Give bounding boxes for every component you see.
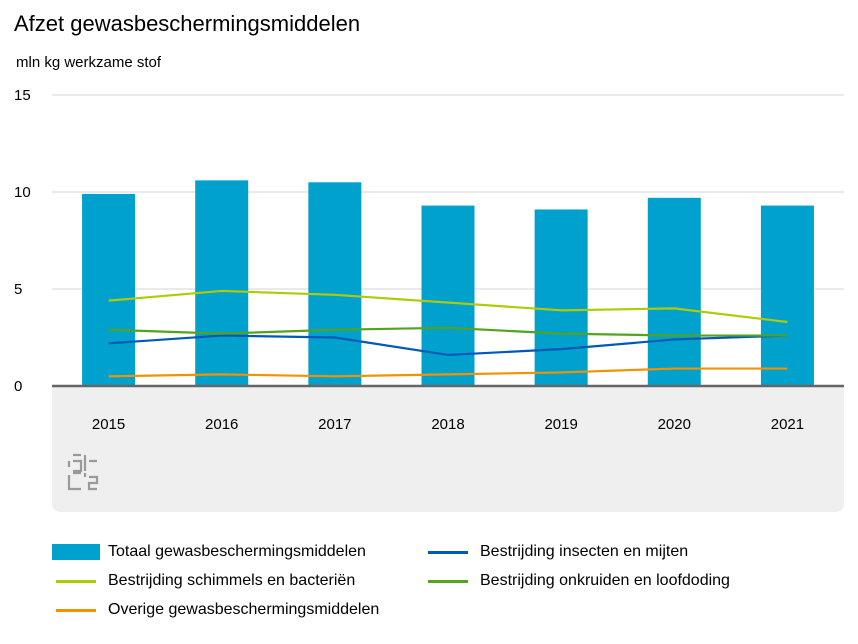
x-tick-label: 2018 — [431, 416, 464, 433]
x-axis-panel-top — [52, 387, 844, 399]
bar — [195, 180, 249, 386]
chart-title: Afzet gewasbeschermingsmiddelen — [14, 11, 361, 36]
x-tick-labels: 2015 2016 2017 2018 2019 2020 2021 — [92, 416, 804, 433]
x-tick-label: 2020 — [658, 416, 691, 433]
legend-swatch — [52, 544, 100, 560]
y-tick-label: 5 — [14, 281, 22, 298]
legend-label: Bestrijding onkruiden en loofdoding — [480, 572, 730, 589]
bar — [647, 197, 701, 386]
line-series-path — [108, 334, 788, 357]
y-tick-labels: 0 5 10 15 — [14, 87, 31, 395]
legend-swatch — [428, 579, 468, 583]
legend-item: Bestrijding schimmels en bacteriën — [52, 572, 355, 590]
legend-swatch — [428, 550, 468, 554]
legend-label: Bestrijding schimmels en bacteriën — [108, 572, 356, 589]
bar — [534, 209, 588, 386]
bar — [82, 193, 136, 386]
line-series — [108, 289, 788, 378]
x-axis-panel — [52, 387, 844, 512]
y-tick-label: 15 — [14, 87, 31, 104]
bar — [421, 205, 475, 386]
x-tick-label: 2016 — [205, 416, 238, 433]
cbs-logo — [67, 453, 99, 491]
x-tick-label: 2015 — [92, 416, 125, 433]
legend-label: Totaal gewasbeschermingsmiddelen — [108, 543, 366, 560]
line-series-path — [108, 289, 788, 324]
legend-item: Overige gewasbeschermingsmiddelen — [52, 601, 379, 619]
y-tick-label: 0 — [14, 378, 22, 395]
y-tick-label: 10 — [14, 184, 31, 201]
line-series-path — [108, 367, 788, 378]
x-tick-label: 2019 — [544, 416, 577, 433]
line-series-path — [108, 326, 788, 337]
legend-item: Totaal gewasbeschermingsmiddelen — [52, 543, 366, 561]
bar-series — [82, 180, 814, 386]
x-tick-label: 2017 — [318, 416, 351, 433]
bar — [760, 205, 814, 386]
x-tick-label: 2021 — [771, 416, 804, 433]
legend-swatch — [56, 579, 96, 583]
legend-item: Bestrijding onkruiden en loofdoding — [424, 572, 730, 590]
bar — [308, 182, 362, 386]
legend-label: Overige gewasbeschermingsmiddelen — [108, 601, 380, 618]
legend-label: Bestrijding insecten en mijten — [480, 543, 689, 560]
y-axis-unit-label: mln kg werkzame stof — [16, 54, 162, 71]
legend-swatch — [56, 608, 96, 612]
legend-item: Bestrijding insecten en mijten — [424, 543, 688, 561]
